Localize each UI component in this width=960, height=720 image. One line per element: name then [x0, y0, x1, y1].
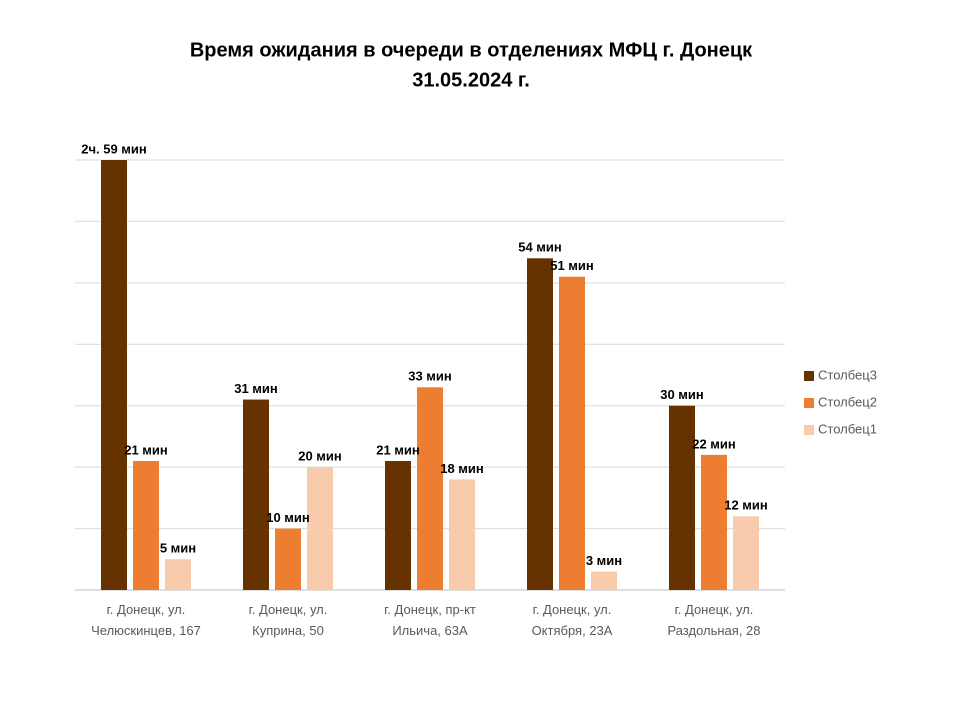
bar — [133, 461, 159, 590]
bar — [243, 399, 269, 590]
value-label: 12 мин — [724, 498, 768, 513]
value-label: 51 мин — [550, 258, 594, 273]
legend-label: Столбец2 — [818, 394, 877, 409]
bar — [559, 276, 585, 590]
value-label: 30 мин — [660, 387, 704, 402]
value-label: 10 мин — [266, 510, 310, 525]
bar — [165, 559, 191, 590]
legend-swatch — [804, 371, 814, 381]
value-label: 31 мин — [234, 381, 278, 396]
x-tick-label: г. Донецк, ул. Челюскинцев, 167 — [91, 602, 201, 638]
value-label: 20 мин — [298, 449, 342, 464]
chart-subtitle: 31.05.2024 г. — [412, 69, 530, 91]
bar — [733, 516, 759, 590]
legend-swatch — [804, 398, 814, 408]
value-label: 54 мин — [518, 240, 562, 255]
chart-title: Время ожидания в очереди в отделениях МФ… — [190, 39, 753, 61]
bar — [275, 528, 301, 590]
bar — [701, 454, 727, 590]
bars — [101, 160, 759, 590]
bar — [307, 467, 333, 590]
value-label: 5 мин — [160, 541, 196, 556]
legend-label: Столбец1 — [818, 421, 877, 436]
bar — [101, 160, 127, 590]
value-label: 3 мин — [586, 553, 622, 568]
bar — [449, 479, 475, 590]
value-label: 18 мин — [440, 461, 484, 476]
bar — [591, 571, 617, 590]
x-tick-label: г. Донецк, пр-кт Ильича, 63А — [384, 602, 476, 638]
bar — [385, 461, 411, 590]
value-label: 21 мин — [376, 442, 420, 457]
bar — [669, 405, 695, 590]
value-label: 2ч. 59 мин — [81, 141, 147, 156]
value-label: 21 мин — [124, 442, 168, 457]
x-tick-label: г. Донецк, ул. Октября, 23А — [532, 602, 613, 638]
x-tick-label: г. Донецк, ул. Куприна, 50 — [249, 602, 328, 638]
value-label: 33 мин — [408, 369, 452, 384]
legend-swatch — [804, 425, 814, 435]
value-label: 22 мин — [692, 436, 736, 451]
x-tick-label: г. Донецк, ул. Раздольная, 28 — [667, 602, 760, 638]
bar — [527, 258, 553, 590]
legend-label: Столбец3 — [818, 367, 877, 382]
bar — [417, 387, 443, 590]
